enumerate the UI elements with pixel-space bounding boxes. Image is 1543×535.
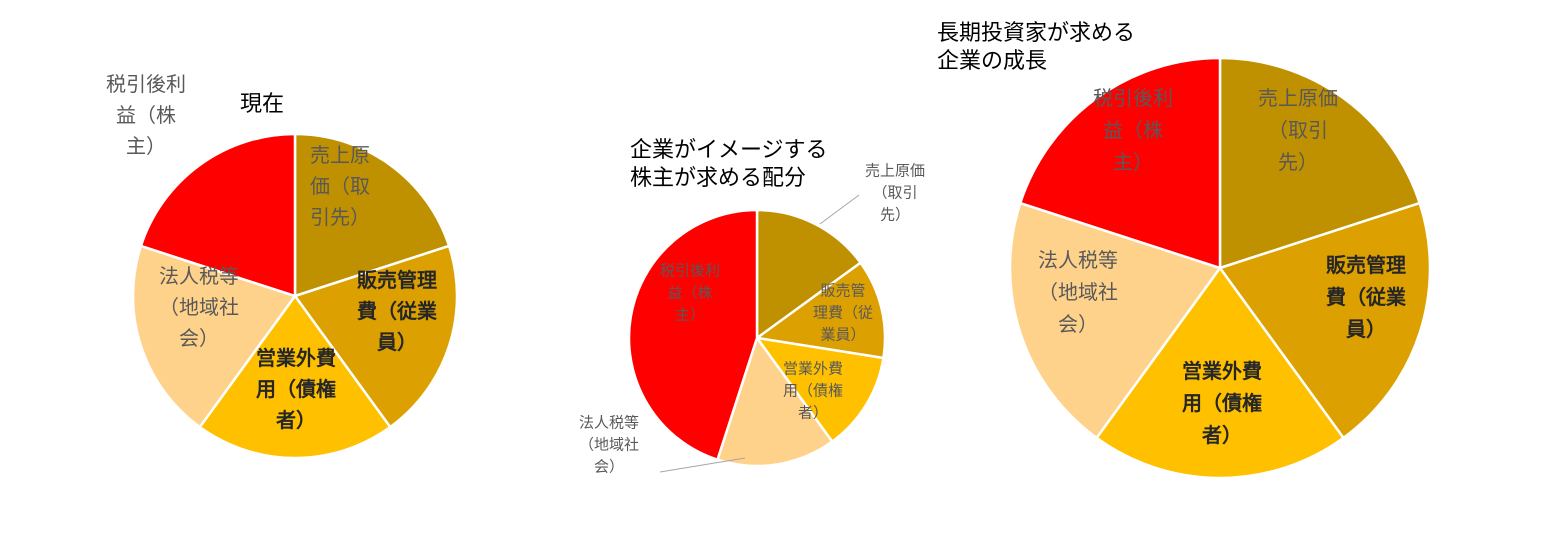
slice-label: 法人税等 （地域社会） [159,264,239,350]
pie-slice [755,336,885,443]
slice-label: 営業外費用（債権者） [256,346,336,432]
slice-label-line: 会） [179,326,219,350]
chart-title-line: 長期投資家が求める [937,21,1135,46]
chart-title: 長期投資家が求める企業の成長 [937,21,1135,74]
slice-label-line: 先） [880,205,910,223]
slice-label-line: 用（債権 [783,381,843,399]
slice-label-line: （取引 [1268,118,1328,142]
slice-label-line: 会） [594,457,624,475]
pie-chart-1: 売上原価（取引先） 販売管理費（従業員） 営業外費用（債権者） 法人税等 （地域社会） 税… [106,72,459,460]
slice-label-line: 販売管 [820,281,865,299]
slice-label-line: 者） [798,403,828,421]
slice-label-line: 法人税等 [159,264,239,288]
slice-label-line: 価（取 [310,174,370,198]
chart-title-line: 株主が求める配分 [630,166,806,191]
slice-label: 営業外費用（債権者） [783,359,843,421]
slice-label: 法人税等 （地域社会） [579,413,639,475]
slice-label: 売上原価（取引先） [310,143,370,229]
slice-label-line: （取引 [872,183,917,201]
pie-slice [755,261,887,360]
slice-label: 売上原価 （取引先） [1258,86,1338,174]
pie-slice [293,244,459,429]
slice-label-line: （地域社 [579,435,639,453]
chart-title: 企業がイメージする株主が求める配分 [630,138,828,191]
slice-label-line: 法人税等 [1038,248,1118,272]
pie-slice [131,244,297,429]
slice-label: 法人税等 （地域社会） [1038,248,1118,336]
slice-label-line: 税引後利 [106,72,186,96]
pie-slice [1218,201,1432,440]
pie-slice [1218,56,1421,270]
pie-slice [1095,266,1345,480]
slice-label: 販売管理費（従業員） [1326,253,1407,341]
chart-title-line: 企業の成長 [937,49,1047,74]
slice-label-line: 益（株 [667,283,712,301]
pie-slice [716,336,834,468]
leader-line [819,194,860,225]
slice-label: 税引後利益（株主） [106,72,186,158]
slice-label-line: （地域社 [1038,280,1118,304]
slice-label-line: 者） [275,408,316,432]
slice-label-line: 主） [1113,150,1153,174]
pie-chart-3: 売上原価 （取引先） 販売管理費（従業員） 営業外費用（債権者） 法人税等 （地域社会） 税… [937,21,1432,480]
slice-label-line: 営業外費 [256,346,336,370]
slice-label-line: 売上原価 [865,161,925,179]
slice-label-line: 用（債権 [256,377,336,401]
slice-label-line: 販売管理 [357,268,437,292]
slice-label-line: 益（株 [116,103,176,127]
leader-line [659,457,746,473]
slice-label-line: 税引後利 [1093,86,1173,110]
pie-slice [755,208,862,340]
slice-label-line: 営業外費 [783,359,843,377]
slice-label-line: 引先） [310,205,370,229]
slice-label-line: 売上原 [310,143,370,167]
chart-title: 現在 [240,92,284,117]
pie-slice [198,294,392,460]
slice-label-line: 費（従業 [357,299,438,323]
slice-label: 税引後利益（株主） [660,261,720,323]
slice-label-line: 費（従業 [1326,285,1407,309]
slice-label-line: 業員） [820,325,865,343]
slice-label-line: 営業外費 [1182,359,1262,383]
slice-label: 営業外費用（債権者） [1182,359,1262,447]
slice-label-line: 益（株 [1103,118,1163,142]
chart-title-line: 企業がイメージする [630,138,828,163]
pie-slice [627,208,759,461]
slice-label-line: 売上原価 [1258,86,1338,110]
pie-slice [139,132,297,298]
slice-label-line: 主） [675,305,705,323]
slice-label-line: 会） [1058,312,1098,336]
pie-slice [1019,56,1222,270]
slice-label-line: 法人税等 [579,413,639,431]
slice-label: 税引後利益（株主） [1093,86,1173,174]
slice-label-line: （地域社 [159,295,239,319]
slice-label-line: 先） [1278,150,1318,174]
pie-chart-2: 売上原価 （取引先） 販売管理費（従業員） 営業外費用（債権者） 法人税等 （地域社会） 税… [579,138,925,475]
slice-label: 売上原価 （取引先） [865,161,925,223]
slice-label-line: 員） [376,330,417,354]
pie-slice [1008,201,1222,440]
pie-slice [293,132,451,298]
slice-label-line: 販売管理 [1326,253,1406,277]
slice-label-line: 員） [1345,317,1386,341]
slice-label-line: 用（債権 [1182,391,1262,415]
slice-label-line: 主） [126,134,166,158]
slice-label-line: 税引後利 [660,261,720,279]
chart-title-line: 現在 [240,92,284,117]
slice-label-line: 者） [1201,423,1242,447]
slice-label: 販売管理費（従業員） [357,268,438,354]
slice-label-line: 理費（従 [813,303,873,321]
slice-label: 販売管理費（従業員） [813,281,873,343]
